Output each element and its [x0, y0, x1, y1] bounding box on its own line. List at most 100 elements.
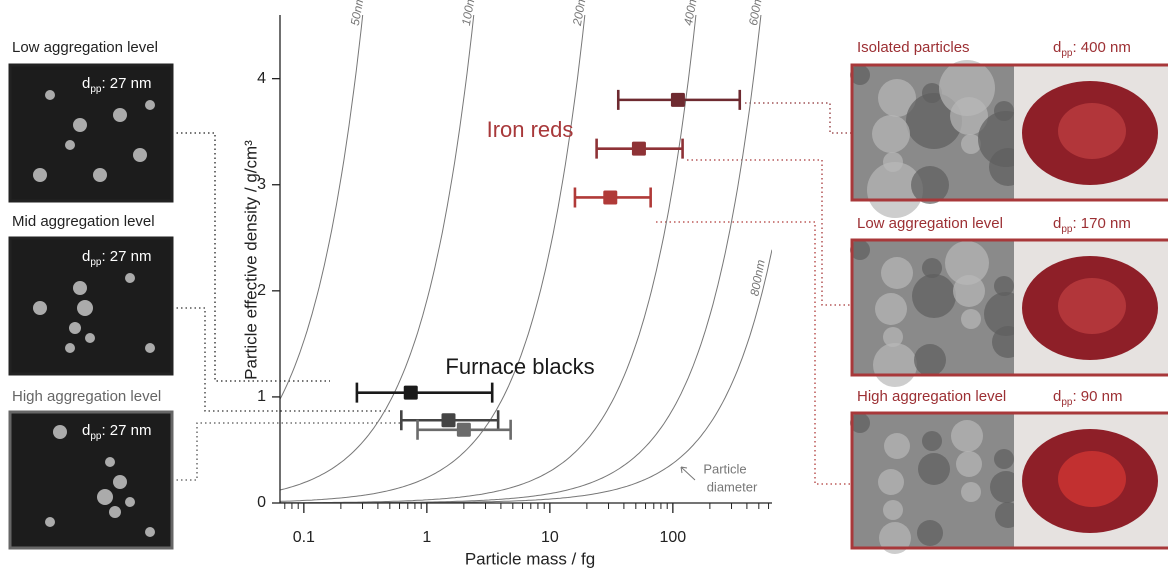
- sem-grain: [922, 258, 942, 278]
- dpp-label: dpp: 27 nm: [82, 248, 152, 268]
- particle-blob: [113, 475, 127, 489]
- pigment-image: [850, 411, 1168, 554]
- sem-grain: [883, 327, 903, 347]
- particle-blob: [65, 343, 75, 353]
- panel-title: High aggregation level: [12, 388, 161, 405]
- panel-title: High aggregation level: [857, 388, 1006, 405]
- diameter-curve: [280, 15, 697, 503]
- d-symbol: d: [1053, 39, 1061, 56]
- particle-blob: [73, 281, 87, 295]
- particle-blob: [97, 489, 113, 505]
- particle-blob: [33, 168, 47, 182]
- y-tick-label: 2: [257, 282, 266, 299]
- curve-label: 400nm: [681, 0, 701, 27]
- d-value: : 27 nm: [101, 248, 151, 265]
- x-tick-label: 0.1: [293, 529, 315, 546]
- diameter-curve: [280, 15, 475, 491]
- curve-label: 200nm: [570, 0, 590, 28]
- sem-image: [8, 236, 174, 376]
- sem-grain: [914, 344, 946, 376]
- powder-center: [1058, 451, 1126, 507]
- curve-label: 600nm: [746, 0, 766, 27]
- particle-blob: [133, 148, 147, 162]
- connector: [687, 159, 852, 306]
- d-symbol: d: [1053, 215, 1061, 232]
- sem-grain: [884, 433, 910, 459]
- particle-blob: [145, 343, 155, 353]
- x-tick-label: 100: [659, 529, 686, 546]
- sem-grain: [873, 343, 917, 387]
- sem-grain: [867, 162, 923, 218]
- curve-note: Particle: [703, 461, 746, 476]
- powder-center: [1058, 103, 1126, 159]
- particle-blob: [73, 118, 87, 132]
- marker: [670, 92, 685, 107]
- particle-blob: [33, 301, 47, 315]
- d-value: : 170 nm: [1072, 215, 1130, 232]
- particle-blob: [65, 140, 75, 150]
- x-tick-label: 1: [422, 529, 431, 546]
- dpp-label: dpp: 27 nm: [82, 422, 152, 442]
- marker: [603, 190, 618, 205]
- image-frame: [850, 411, 1168, 550]
- dpp-label: dpp: 27 nm: [82, 75, 152, 95]
- marker: [631, 141, 646, 156]
- panel-title: Mid aggregation level: [12, 213, 155, 230]
- particle-blob: [77, 300, 93, 316]
- panel-title: Isolated particles: [857, 39, 970, 56]
- sem-image: [8, 63, 174, 203]
- diameter-curves: [280, 15, 772, 503]
- d-subscript: pp: [90, 257, 102, 268]
- sem-grain: [994, 449, 1014, 469]
- sem-grain: [961, 482, 981, 502]
- sem-grain: [850, 65, 870, 85]
- d-value: : 27 nm: [101, 75, 151, 92]
- sem-grain: [879, 522, 911, 554]
- y-tick-label: 0: [257, 494, 266, 511]
- d-subscript: pp: [1061, 224, 1073, 235]
- d-symbol: d: [82, 422, 90, 439]
- particle-blob: [69, 322, 81, 334]
- curve-label: 100nm: [459, 0, 479, 27]
- sem-grain: [883, 152, 903, 172]
- d-value: : 400 nm: [1072, 39, 1130, 56]
- particle-blob: [145, 100, 155, 110]
- y-tick-label: 4: [257, 70, 266, 87]
- d-value: : 27 nm: [101, 422, 151, 439]
- dpp-label: dpp: 400 nm: [1053, 39, 1131, 59]
- sem-grain: [850, 413, 870, 433]
- sem-grain: [922, 431, 942, 451]
- sem-grain: [994, 101, 1014, 121]
- diameter-curve: [280, 15, 364, 400]
- sem-grain: [911, 166, 949, 204]
- d-symbol: d: [82, 75, 90, 92]
- curve-label: 50nm: [348, 0, 367, 27]
- connector: [745, 102, 852, 134]
- dpp-label: dpp: 90 nm: [1053, 388, 1123, 408]
- sem-grain: [922, 83, 942, 103]
- pigment-image: [850, 60, 1168, 218]
- sem-grain: [994, 276, 1014, 296]
- y-axis-label: Particle effective density / g/cm³: [241, 140, 260, 380]
- particle-blob: [45, 517, 55, 527]
- y-tick-label: 1: [257, 388, 266, 405]
- particle-blob: [125, 273, 135, 283]
- marker: [403, 385, 418, 400]
- sem-grain: [883, 500, 903, 520]
- pigment-image: [850, 238, 1168, 387]
- particle-blob: [93, 168, 107, 182]
- sem-grain: [917, 520, 943, 546]
- sem-image: [8, 410, 174, 550]
- x-tick-label: 10: [541, 529, 559, 546]
- series-label: Iron reds: [487, 117, 574, 142]
- sem-grain: [878, 469, 904, 495]
- series-label: Furnace blacks: [445, 354, 594, 379]
- curve-label: 800nm: [747, 259, 767, 298]
- sem-grain: [951, 420, 983, 452]
- particle-blob: [105, 457, 115, 467]
- note-arrow: [680, 466, 696, 481]
- sem-grain: [961, 134, 981, 154]
- sem-grain: [875, 293, 907, 325]
